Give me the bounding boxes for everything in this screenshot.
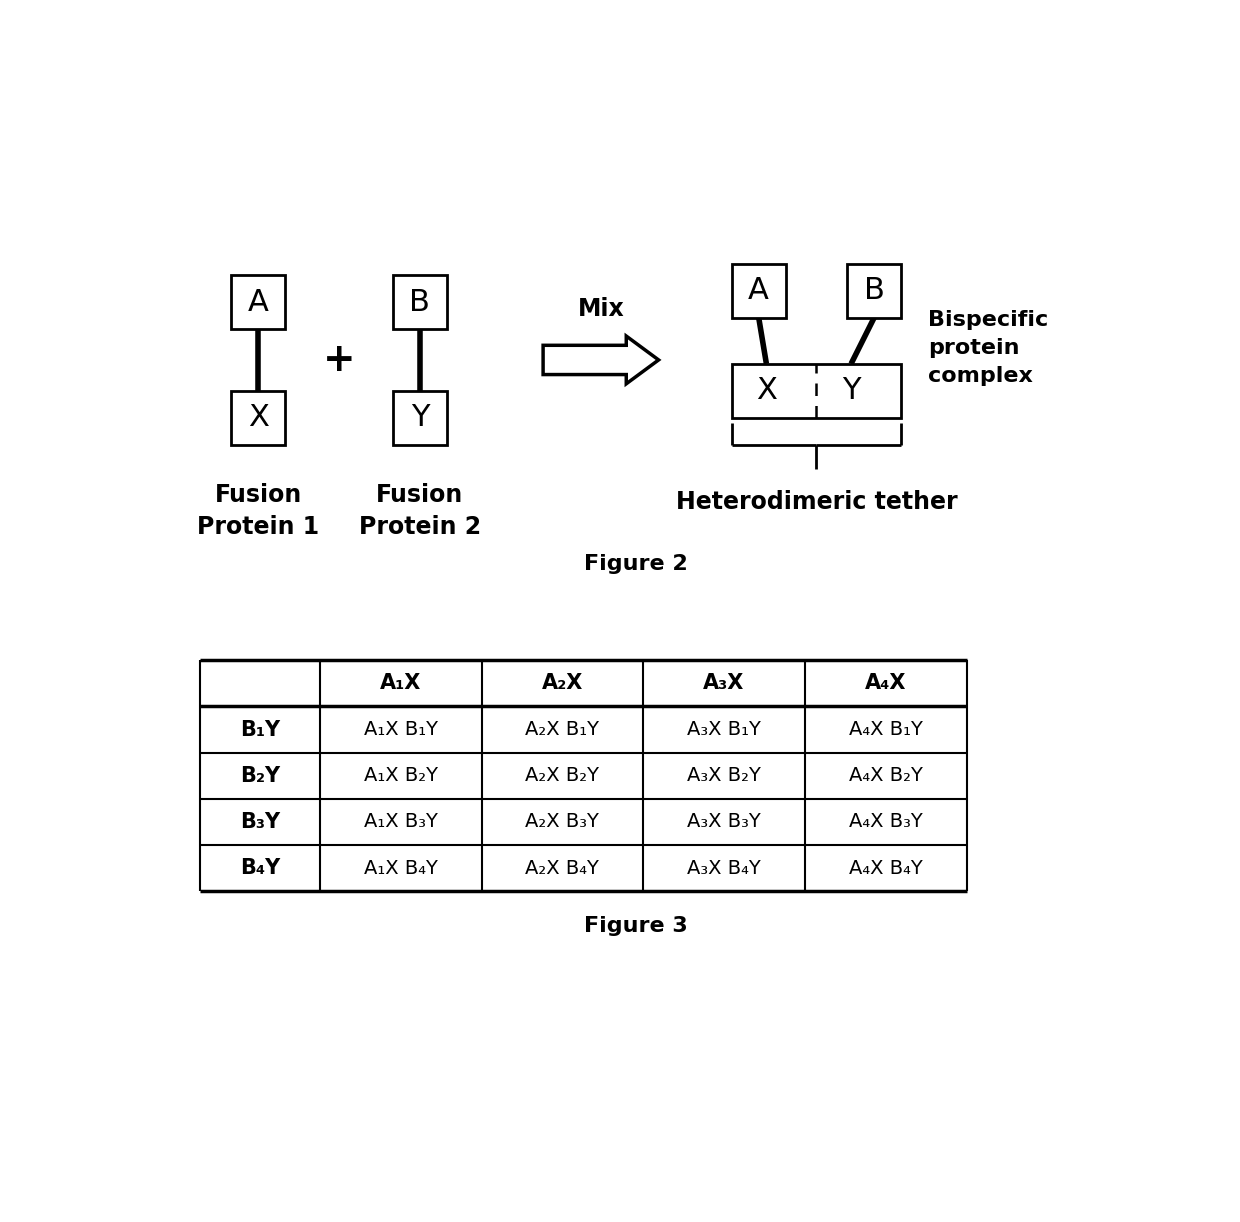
Text: A₁X: A₁X bbox=[379, 673, 422, 693]
Text: A₁X B₁Y: A₁X B₁Y bbox=[363, 720, 438, 739]
Text: B₄Y: B₄Y bbox=[241, 858, 280, 879]
Text: B: B bbox=[409, 287, 430, 316]
Text: Figure 2: Figure 2 bbox=[584, 554, 687, 574]
Text: A₂X B₄Y: A₂X B₄Y bbox=[526, 859, 599, 877]
Text: A₄X B₄Y: A₄X B₄Y bbox=[849, 859, 923, 877]
Text: A₂X: A₂X bbox=[542, 673, 583, 693]
Bar bbox=[393, 275, 446, 329]
Text: A₃X B₁Y: A₃X B₁Y bbox=[687, 720, 761, 739]
Text: A₄X B₂Y: A₄X B₂Y bbox=[849, 766, 923, 786]
Text: A: A bbox=[248, 287, 269, 316]
Text: A₁X B₃Y: A₁X B₃Y bbox=[363, 813, 438, 831]
Text: A₃X: A₃X bbox=[703, 673, 745, 693]
Text: A₃X B₂Y: A₃X B₂Y bbox=[687, 766, 761, 786]
Text: A₂X B₃Y: A₂X B₃Y bbox=[526, 813, 599, 831]
Bar bbox=[732, 264, 786, 318]
Bar bbox=[732, 364, 901, 418]
Text: A₁X B₂Y: A₁X B₂Y bbox=[363, 766, 438, 786]
Text: Mix: Mix bbox=[578, 297, 624, 321]
Bar bbox=[847, 264, 901, 318]
Text: B₃Y: B₃Y bbox=[241, 811, 280, 832]
Text: A: A bbox=[748, 276, 769, 306]
Text: A₃X B₃Y: A₃X B₃Y bbox=[687, 813, 761, 831]
Bar bbox=[231, 275, 285, 329]
Text: Y: Y bbox=[842, 376, 861, 406]
Text: Fusion
Protein 1: Fusion Protein 1 bbox=[197, 483, 319, 539]
Text: +: + bbox=[322, 341, 356, 379]
Text: A₄X B₃Y: A₄X B₃Y bbox=[849, 813, 923, 831]
Text: A₁X B₄Y: A₁X B₄Y bbox=[363, 859, 438, 877]
Text: B₁Y: B₁Y bbox=[241, 720, 280, 739]
Text: X: X bbox=[756, 376, 776, 406]
Text: Fusion
Protein 2: Fusion Protein 2 bbox=[358, 483, 481, 539]
Polygon shape bbox=[543, 336, 658, 384]
Text: A₂X B₁Y: A₂X B₁Y bbox=[526, 720, 599, 739]
Text: X: X bbox=[248, 403, 269, 433]
Text: B₂Y: B₂Y bbox=[241, 766, 280, 786]
Text: B: B bbox=[864, 276, 884, 306]
Bar bbox=[393, 391, 446, 445]
Text: Figure 3: Figure 3 bbox=[584, 915, 687, 936]
Text: A₄X: A₄X bbox=[866, 673, 906, 693]
Text: A₄X B₁Y: A₄X B₁Y bbox=[849, 720, 923, 739]
Text: Heterodimeric tether: Heterodimeric tether bbox=[676, 490, 957, 514]
Text: A₃X B₄Y: A₃X B₄Y bbox=[687, 859, 761, 877]
Text: Y: Y bbox=[410, 403, 429, 433]
Bar bbox=[231, 391, 285, 445]
Text: A₂X B₂Y: A₂X B₂Y bbox=[526, 766, 599, 786]
Text: Bispecific
protein
complex: Bispecific protein complex bbox=[928, 310, 1048, 386]
